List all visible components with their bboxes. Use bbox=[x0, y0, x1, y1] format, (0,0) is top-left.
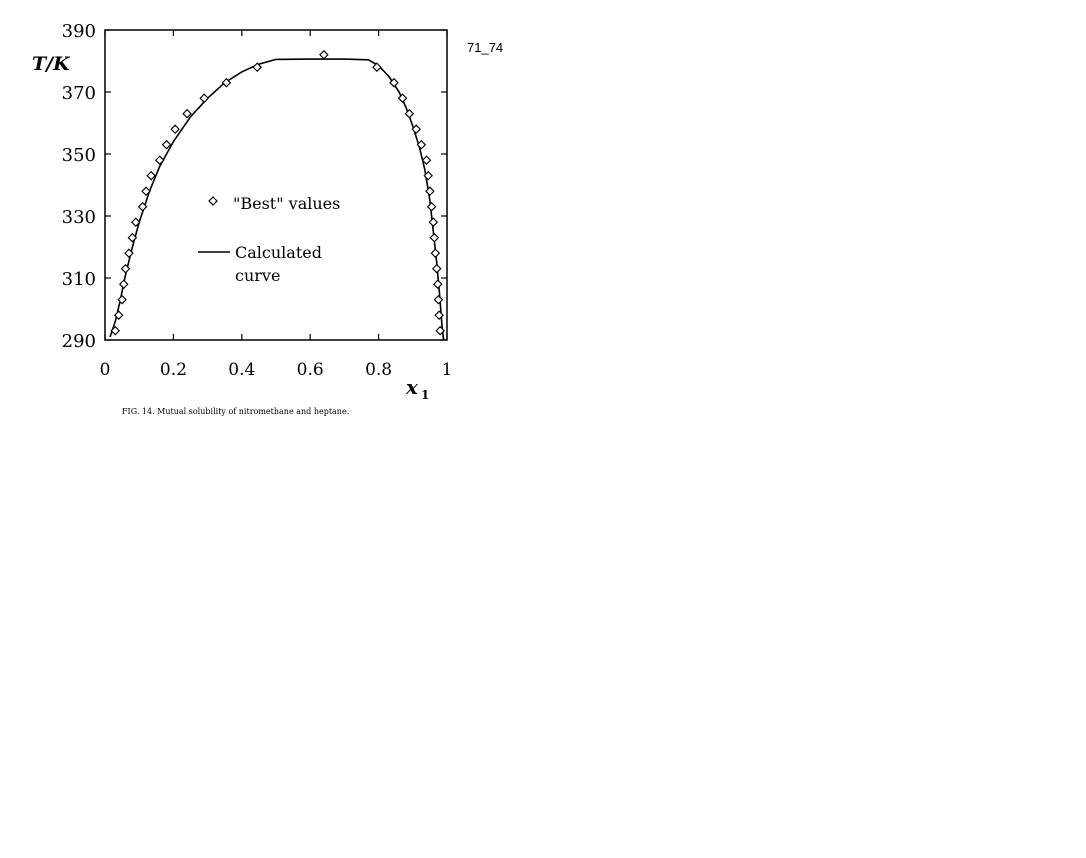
best-value-point bbox=[199, 93, 209, 103]
best-value-point bbox=[411, 124, 421, 134]
best-value-point bbox=[435, 325, 445, 336]
best-value-point bbox=[432, 279, 443, 289]
best-value-point bbox=[416, 139, 427, 150]
best-value-point bbox=[161, 139, 172, 150]
y-tick-label: 290 bbox=[62, 331, 96, 352]
best-value-point bbox=[131, 217, 141, 227]
x-tick-label: 0.6 bbox=[297, 360, 324, 380]
x-tick-label: 0.4 bbox=[228, 360, 255, 380]
y-tick-label: 350 bbox=[62, 145, 96, 166]
best-value-point bbox=[425, 186, 435, 196]
x-axis-label-subscript: 1 bbox=[421, 388, 429, 402]
best-value-point bbox=[431, 263, 442, 274]
best-value-point bbox=[127, 232, 138, 243]
best-value-point bbox=[319, 50, 329, 60]
y-tick-label: 390 bbox=[62, 21, 96, 42]
best-value-point bbox=[141, 186, 151, 196]
y-axis-label: T/K bbox=[32, 53, 71, 75]
legend-label-calculated: Calculated bbox=[235, 243, 322, 262]
best-value-point bbox=[110, 325, 121, 336]
best-value-point bbox=[397, 93, 408, 103]
best-value-point bbox=[428, 217, 439, 227]
y-axis: 290 310 330 350 370 390 bbox=[62, 21, 447, 352]
best-value-point bbox=[430, 248, 441, 258]
best-value-point bbox=[119, 279, 129, 289]
x-axis-label-main: x bbox=[405, 375, 419, 399]
best-value-point bbox=[146, 170, 156, 181]
best-value-point bbox=[434, 310, 444, 320]
best-value-point bbox=[426, 201, 437, 212]
x-tick-label: 0 bbox=[100, 360, 111, 380]
y-tick-label: 330 bbox=[62, 207, 96, 228]
best-value-point bbox=[372, 62, 382, 72]
x-tick-label: 0.8 bbox=[365, 360, 392, 380]
legend-diamond-marker bbox=[208, 196, 218, 206]
plot-frame bbox=[104, 29, 448, 341]
best-value-point bbox=[117, 294, 127, 305]
best-value-point bbox=[252, 62, 262, 72]
legend: "Best" values Calculated curve bbox=[198, 194, 340, 285]
best-value-point bbox=[429, 232, 440, 243]
legend-label-curve: curve bbox=[235, 266, 280, 285]
best-value-point bbox=[124, 248, 134, 258]
best-value-point bbox=[421, 155, 432, 165]
legend-label-best-values: "Best" values bbox=[233, 194, 340, 213]
y-tick-label: 310 bbox=[62, 269, 96, 290]
best-value-point bbox=[182, 108, 192, 119]
best-value-point bbox=[221, 77, 232, 88]
page-tag: 71_74 bbox=[467, 40, 503, 55]
best-value-point bbox=[154, 155, 165, 165]
figure-caption: FIG. 14. Mutual solubility of nitrometha… bbox=[122, 407, 349, 416]
best-values-layer bbox=[110, 50, 445, 336]
best-value-point bbox=[404, 108, 415, 119]
best-value-point bbox=[389, 77, 399, 88]
best-value-point bbox=[170, 124, 180, 134]
best-value-point bbox=[120, 263, 131, 274]
x-axis: 0 0.2 0.4 0.6 0.8 1 bbox=[100, 30, 453, 380]
best-value-point bbox=[137, 201, 148, 212]
x-tick-label: 1 bbox=[442, 360, 453, 380]
best-value-point bbox=[113, 310, 124, 320]
best-value-point bbox=[423, 170, 433, 181]
y-tick-label: 370 bbox=[62, 83, 96, 104]
best-value-point bbox=[433, 294, 444, 305]
x-tick-label: 0.2 bbox=[160, 360, 187, 380]
